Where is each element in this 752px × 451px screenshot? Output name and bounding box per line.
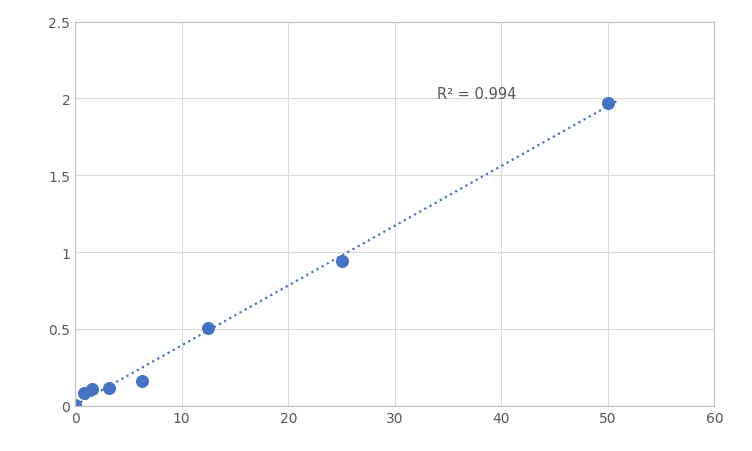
Point xyxy=(77,389,89,396)
Point xyxy=(136,378,148,385)
Point xyxy=(602,100,614,107)
Point xyxy=(102,384,114,391)
Point xyxy=(335,258,347,265)
Text: R² = 0.994: R² = 0.994 xyxy=(438,87,517,102)
Point xyxy=(69,402,81,409)
Point xyxy=(86,386,98,393)
Point xyxy=(202,325,214,332)
